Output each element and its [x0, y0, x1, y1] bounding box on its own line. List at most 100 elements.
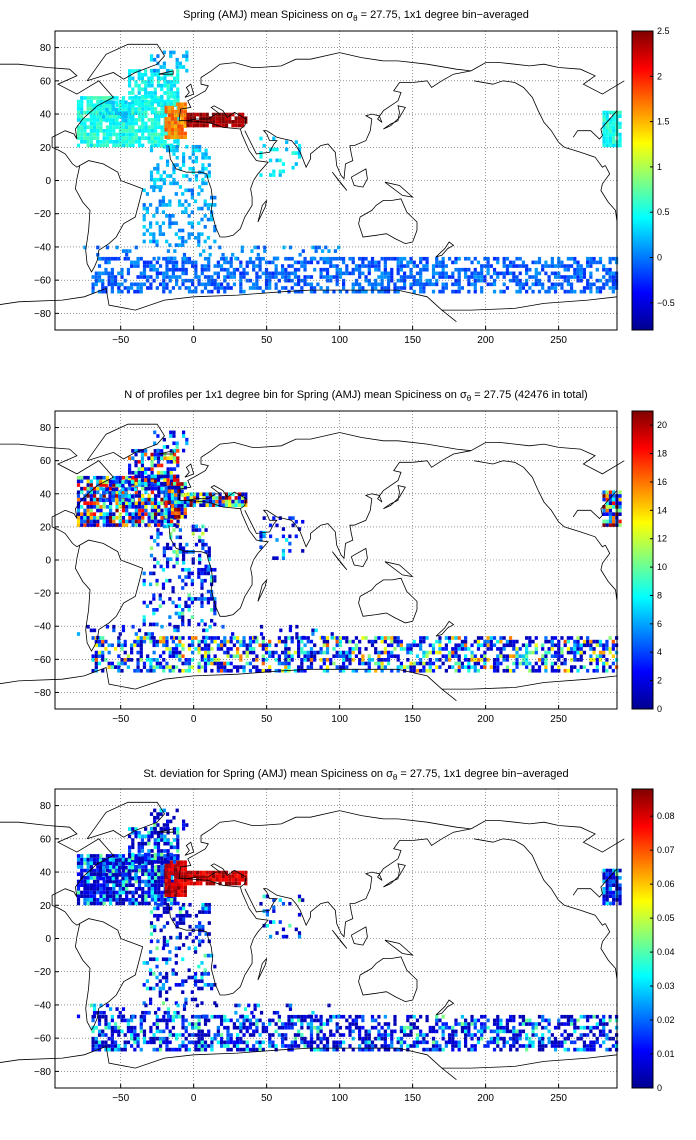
heatmap-cell: [319, 658, 323, 662]
heatmap-cell: [115, 114, 119, 119]
heatmap-cell: [203, 968, 207, 973]
heatmap-cell: [113, 1022, 118, 1026]
heatmap-cell: [197, 206, 201, 211]
heatmap-cell: [190, 990, 194, 994]
heatmap-cell: [142, 203, 146, 207]
heatmap-cell: [199, 874, 203, 879]
heatmap-cell: [544, 260, 548, 265]
coastline: [435, 241, 455, 258]
heatmap-cell: [194, 260, 198, 265]
heatmap-cell: [207, 921, 211, 925]
heatmap-cell: [285, 538, 289, 542]
heatmap-cell: [232, 267, 237, 272]
heatmap-cell: [89, 894, 93, 898]
heatmap-cell: [200, 654, 204, 659]
heatmap-cell: [207, 650, 211, 655]
heatmap-cell: [216, 271, 220, 276]
heatmap-cell: [144, 861, 148, 866]
heatmap-cell: [152, 597, 156, 601]
heatmap-cell: [210, 639, 214, 644]
heatmap-cell: [137, 860, 141, 864]
heatmap-cell: [181, 228, 185, 233]
heatmap-cell: [428, 668, 432, 673]
heatmap-cell: [105, 139, 110, 144]
heatmap-cell: [189, 878, 193, 882]
heatmap-cell: [293, 282, 298, 287]
heatmap-cell: [183, 882, 187, 887]
heatmap-cell: [412, 643, 416, 648]
heatmap-cell: [165, 647, 169, 651]
heatmap-cell: [534, 275, 538, 279]
heatmap-cell: [125, 249, 129, 253]
heatmap-cell: [297, 647, 301, 651]
heatmap-cell: [153, 505, 158, 509]
heatmap-cell: [177, 113, 181, 118]
heatmap-cell: [137, 865, 142, 869]
heatmap-cell: [168, 986, 172, 991]
heatmap-cell: [576, 639, 580, 644]
heatmap-cell: [170, 479, 174, 484]
heatmap-cell: [150, 894, 154, 898]
heatmap-cell: [592, 650, 596, 655]
heatmap-cell: [602, 275, 606, 279]
heatmap-cell: [447, 636, 452, 640]
heatmap-cell: [612, 519, 616, 524]
heatmap-cell: [137, 883, 142, 888]
heatmap-cell: [113, 1044, 118, 1048]
heatmap-cell: [105, 480, 109, 484]
heatmap-cell: [528, 286, 532, 290]
heatmap-cell: [162, 668, 166, 673]
heatmap-cell: [86, 125, 90, 130]
heatmap-cell: [147, 852, 151, 857]
heatmap-cell: [258, 643, 262, 648]
heatmap-cell: [76, 110, 81, 115]
heatmap-cell: [150, 91, 154, 95]
heatmap-cell: [130, 650, 134, 655]
heatmap-cell: [480, 665, 484, 669]
heatmap-cell: [174, 953, 178, 958]
heatmap-cell: [537, 282, 542, 287]
heatmap-cell: [149, 267, 153, 272]
heatmap-cell: [101, 650, 105, 655]
heatmap-cell: [172, 148, 176, 153]
heatmap-cell: [341, 654, 346, 659]
heatmap-cell: [150, 72, 154, 77]
heatmap-cell: [300, 260, 304, 265]
heatmap-cell: [166, 852, 170, 857]
heatmap-cell: [224, 874, 229, 879]
heatmap-cell: [141, 872, 145, 877]
heatmap-cell: [232, 271, 237, 276]
heatmap-cell: [205, 881, 209, 886]
heatmap-cell: [457, 271, 461, 276]
heatmap-cell: [102, 129, 106, 133]
heatmap-cell: [89, 868, 93, 873]
heatmap-cell: [194, 155, 199, 160]
heatmap-cell: [589, 286, 593, 290]
heatmap-cell: [210, 661, 214, 666]
heatmap-cell: [157, 121, 161, 126]
heatmap-cell: [128, 143, 132, 148]
heatmap-cell: [441, 654, 445, 659]
coastlines: [0, 43, 625, 323]
heatmap-cell: [228, 492, 232, 497]
heatmap-cell: [605, 125, 609, 130]
heatmap-cell: [457, 647, 461, 651]
heatmap-cell: [245, 264, 249, 268]
heatmap-cell: [184, 582, 188, 587]
heatmap-cell: [207, 906, 211, 911]
heatmap-cell: [125, 519, 129, 524]
heatmap-cell: [165, 957, 169, 962]
heatmap-cell: [184, 286, 188, 290]
heatmap-cell: [118, 854, 122, 858]
heatmap-cell: [201, 539, 205, 543]
heatmap-cell: [120, 1029, 124, 1034]
heatmap-cell: [125, 129, 129, 133]
heatmap-cell: [380, 661, 384, 666]
heatmap-cell: [86, 132, 90, 137]
heatmap-cell: [229, 286, 233, 290]
heatmap-cell: [187, 597, 191, 601]
heatmap-cell: [160, 897, 164, 902]
heatmap-cell: [169, 83, 173, 88]
heatmap-cell: [160, 87, 164, 92]
heatmap-cell: [137, 479, 142, 484]
